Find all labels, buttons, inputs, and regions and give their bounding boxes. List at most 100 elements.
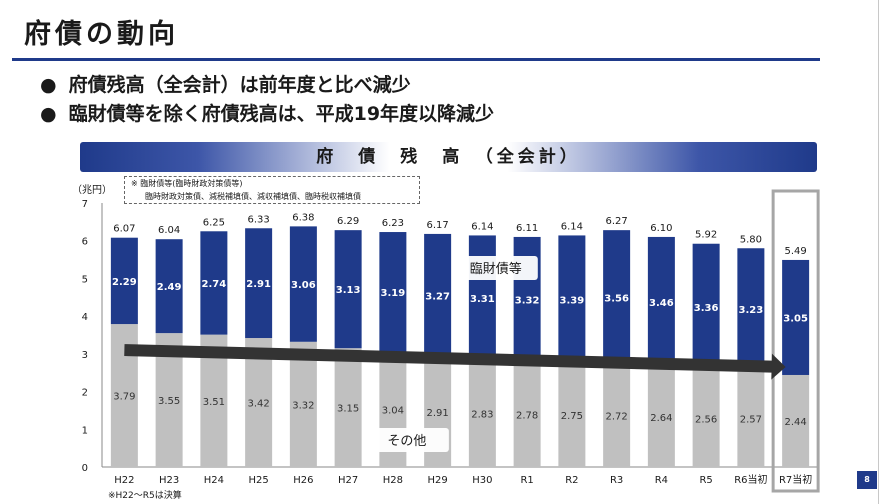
data-label-other: 2.75 — [561, 411, 583, 422]
x-tick-label: R3 — [610, 475, 623, 486]
data-label-other: 2.83 — [471, 410, 493, 421]
x-tick-label: H25 — [249, 475, 269, 486]
bar-segment-other — [647, 367, 675, 467]
data-label-other: 2.78 — [516, 411, 538, 422]
data-label-total: 6.11 — [516, 223, 538, 234]
bar-segment-rinzaisai — [603, 230, 631, 365]
data-label-rinzaisai: 2.29 — [112, 277, 137, 288]
data-label-rinzaisai: 3.06 — [291, 280, 316, 291]
data-label-other: 2.56 — [695, 415, 717, 426]
note-title: ※ 臨財債等(臨時財政対策債等) — [131, 179, 243, 188]
data-label-total: 6.29 — [337, 216, 359, 227]
data-label-other: 3.42 — [247, 399, 269, 410]
data-label-other: 3.79 — [113, 392, 135, 403]
data-label-total: 5.92 — [695, 230, 717, 241]
x-tick-label: H26 — [293, 475, 313, 486]
data-label-total: 6.04 — [158, 225, 180, 236]
data-label-rinzaisai: 3.19 — [381, 288, 406, 299]
data-label-other: 2.72 — [605, 412, 627, 423]
bar-segment-rinzaisai — [737, 248, 765, 371]
series-label-rinzaisai-bg — [453, 256, 538, 280]
data-label-total: 6.33 — [247, 214, 269, 225]
data-label-total: 6.38 — [292, 212, 314, 223]
data-label-other: 3.15 — [337, 404, 359, 415]
note-detail: 臨時財政対策債、減税補填債、減収補填債、臨時税収補填債 — [145, 192, 361, 201]
x-tick-label: R1 — [520, 475, 533, 486]
series-label-other: その他 — [364, 428, 449, 452]
data-label-rinzaisai: 3.13 — [336, 285, 361, 296]
data-label-rinzaisai: 2.49 — [157, 282, 182, 293]
x-tick-label: H28 — [383, 475, 403, 486]
data-label-rinzaisai: 3.56 — [604, 293, 629, 304]
x-tick-label: H27 — [338, 475, 358, 486]
bar-segment-rinzaisai — [558, 235, 586, 364]
bullet-text-1: 府債残高（全会計）は前年度と比べ減少 — [68, 74, 411, 96]
bar-segment-other — [737, 370, 765, 467]
data-label-total: 6.07 — [113, 224, 135, 235]
x-tick-label: H30 — [472, 475, 492, 486]
x-tick-label: H22 — [114, 475, 134, 486]
data-label-rinzaisai: 3.36 — [694, 303, 719, 314]
data-label-total: 5.80 — [740, 234, 762, 245]
bullet-dot-icon: ● — [40, 103, 57, 125]
data-label-rinzaisai: 3.05 — [783, 313, 808, 324]
bar-segment-other — [603, 364, 631, 467]
page-title: 府債の動向 — [24, 19, 179, 50]
chart-note-box: ※ 臨財債等(臨時財政対策債等) 臨時財政対策債、減税補填債、減収補填債、臨時税… — [124, 176, 420, 204]
bullet-item-2: ● 臨財債等を除く府債残高は、平成19年度以降減少 — [40, 99, 494, 126]
series-label-other-text: その他 — [387, 434, 426, 449]
right-edge-divider — [878, 0, 879, 504]
data-label-other: 2.44 — [784, 417, 806, 428]
data-label-other: 2.91 — [426, 408, 448, 419]
bar-segment-other — [468, 360, 496, 467]
x-tick-label: R2 — [565, 475, 578, 486]
bullet-item-1: ● 府債残高（全会計）は前年度と比べ減少 — [40, 70, 411, 97]
bullet-dot-icon: ● — [40, 74, 57, 96]
data-label-total: 5.49 — [784, 246, 806, 257]
bar-segment-other — [513, 362, 541, 467]
data-label-rinzaisai: 3.31 — [470, 294, 495, 305]
bar-segment-other — [692, 370, 720, 467]
page-number: 8 — [857, 471, 877, 489]
data-label-total: 6.14 — [561, 221, 583, 232]
series-label-rinzaisai: 臨財債等 — [453, 256, 538, 280]
y-tick-label: 4 — [82, 312, 88, 323]
x-tick-label: R5 — [699, 475, 712, 486]
y-tick-label: 5 — [82, 274, 88, 285]
bullet-text-2: 臨財債等を除く府債残高は、平成19年度以降減少 — [68, 103, 495, 125]
bar-segment-rinzaisai — [379, 232, 407, 353]
bar-segment-rinzaisai — [647, 236, 675, 368]
y-tick-label: 2 — [82, 388, 88, 399]
data-label-other: 3.51 — [203, 397, 225, 408]
data-label-total: 6.17 — [426, 220, 448, 231]
y-tick-label: 1 — [82, 425, 88, 436]
bar-segment-rinzaisai — [200, 231, 228, 335]
bar-segment-rinzaisai — [782, 259, 810, 375]
bar-segment-rinzaisai — [424, 233, 452, 358]
x-tick-label: R6当初 — [734, 473, 767, 486]
x-tick-label: H29 — [428, 475, 448, 486]
y-tick-label: 6 — [82, 237, 88, 248]
data-label-total: 6.14 — [471, 221, 493, 232]
bar-segment-rinzaisai — [289, 226, 317, 342]
data-label-total: 6.25 — [203, 217, 225, 228]
data-label-other: 3.04 — [382, 406, 404, 417]
x-tick-label: H23 — [159, 475, 179, 486]
data-label-rinzaisai: 3.23 — [739, 305, 764, 316]
data-label-rinzaisai: 2.74 — [202, 279, 227, 290]
x-tick-label: R7当初 — [779, 473, 812, 486]
y-tick-label: 0 — [82, 463, 88, 474]
bar-segment-rinzaisai — [692, 243, 720, 371]
bar-segment-other — [782, 374, 810, 467]
data-label-rinzaisai: 3.39 — [560, 295, 585, 306]
x-tick-label: H24 — [204, 475, 224, 486]
trend-arrow-icon — [124, 344, 786, 380]
data-label-other: 3.32 — [292, 400, 314, 411]
data-label-rinzaisai: 3.32 — [515, 296, 540, 307]
bar-segment-rinzaisai — [110, 237, 138, 325]
title-divider — [12, 58, 820, 61]
chart-footnote: ※H22～R5は決算 — [108, 491, 182, 501]
bar-segment-other — [558, 363, 586, 467]
data-label-total: 6.23 — [382, 218, 404, 229]
